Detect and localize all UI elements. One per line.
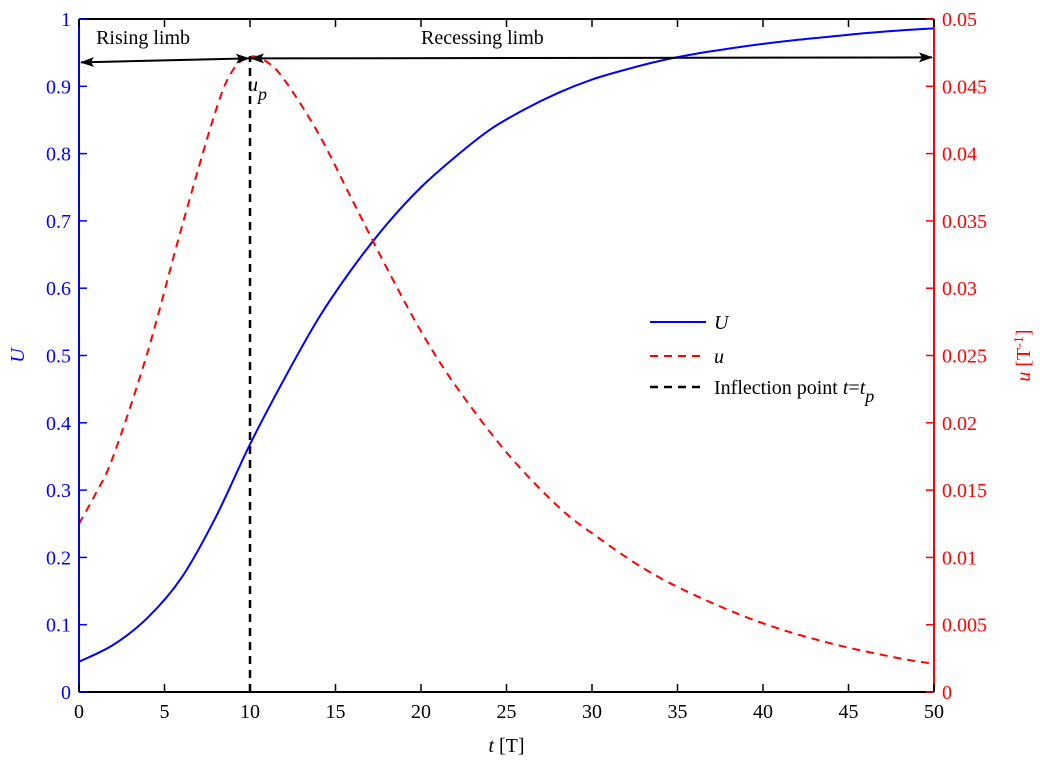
peak-label: up bbox=[248, 74, 267, 104]
legend-inflection-var2: t bbox=[860, 377, 866, 399]
y-left-tick-label: 0.8 bbox=[46, 144, 71, 166]
legend-inflection-sub: p bbox=[863, 386, 874, 406]
y-right-tick-label: 0.03 bbox=[942, 278, 977, 300]
y-right-tick-label: 0.05 bbox=[942, 9, 977, 31]
y-left-tick-label: 0.3 bbox=[46, 480, 71, 502]
axis-labels: t [T] U u [T-1] bbox=[7, 329, 1035, 757]
y-right-tick-label: 0.01 bbox=[942, 547, 977, 569]
legend-inflection-var1: t bbox=[843, 377, 849, 399]
y-right-tick-label: 0.04 bbox=[942, 144, 977, 166]
legend-inflection-text: Inflection point bbox=[714, 377, 843, 399]
y-left-tick-label: 0.6 bbox=[46, 278, 71, 300]
series-layer bbox=[78, 27, 935, 692]
series-line-u bbox=[78, 27, 935, 663]
x-tick-label: 50 bbox=[924, 701, 944, 723]
y-right-tick-label: 0.02 bbox=[942, 413, 977, 435]
peak-label-sub: p bbox=[256, 84, 267, 104]
axes-layer: 0 5 10 15 20 25 30 35 40 45 5000.10.20.30.40.50.60… bbox=[46, 9, 987, 723]
annotation-layer: Rising limb Recessing limb up bbox=[80, 27, 933, 104]
y-left-tick-label: 0.2 bbox=[46, 547, 71, 569]
legend-label-u: u bbox=[714, 346, 724, 368]
x-tick-label: 5 bbox=[160, 701, 170, 723]
y-axis-left-label: U bbox=[7, 347, 29, 363]
x-tick-label: 40 bbox=[753, 701, 773, 723]
x-tick-label: 10 bbox=[240, 701, 260, 723]
y-left-tick-label: 0.1 bbox=[46, 615, 71, 637]
y-right-tick-label: 0.005 bbox=[942, 615, 987, 637]
legend-inflection-eq: = bbox=[848, 377, 859, 399]
y-left-tick-label: 0 bbox=[61, 682, 71, 704]
y-right-tick-label: 0.045 bbox=[942, 76, 987, 98]
peak-label-var: u bbox=[248, 74, 258, 96]
legend-label-U: U bbox=[714, 312, 730, 334]
recessing-limb-label: Recessing limb bbox=[421, 27, 544, 49]
x-axis-label-unit: [T] bbox=[494, 735, 525, 757]
series-line-u bbox=[78, 55, 935, 665]
y-axis-right-label-unit: [T bbox=[1013, 348, 1035, 372]
rising-limb-arrow bbox=[80, 53, 250, 68]
y-right-tick-label: 0.035 bbox=[942, 211, 987, 233]
recessing-limb-arrow bbox=[250, 52, 933, 64]
x-tick-label: 20 bbox=[411, 701, 431, 723]
y-left-tick-label: 0.4 bbox=[46, 413, 71, 435]
x-tick-label: 35 bbox=[668, 701, 688, 723]
x-axis-label: t [T] bbox=[488, 735, 524, 757]
x-tick-label: 30 bbox=[582, 701, 602, 723]
x-tick-label: 45 bbox=[839, 701, 859, 723]
y-left-tick-label: 0.7 bbox=[46, 211, 71, 233]
y-axis-right-label-close: ] bbox=[1013, 329, 1035, 336]
legend-label-inflection: Inflection point t=tp bbox=[714, 377, 874, 406]
y-right-tick-label: 0 bbox=[942, 682, 952, 704]
x-axis-label-var: t bbox=[488, 735, 494, 757]
legend: U u Inflection point t=tp bbox=[650, 312, 874, 406]
y-left-tick-label: 0.5 bbox=[46, 346, 71, 368]
rising-limb-label: Rising limb bbox=[96, 27, 190, 49]
y-left-tick-label: 0.9 bbox=[46, 76, 71, 98]
y-axis-right-label-exp: -1 bbox=[1012, 336, 1027, 348]
y-right-tick-label: 0.015 bbox=[942, 480, 987, 502]
y-axis-right-label: u [T-1] bbox=[1012, 329, 1035, 381]
y-right-tick-label: 0.025 bbox=[942, 346, 987, 368]
x-tick-label: 15 bbox=[326, 701, 346, 723]
x-tick-label: 25 bbox=[497, 701, 517, 723]
y-axis-right-label-var: u bbox=[1013, 372, 1035, 382]
x-tick-label: 0 bbox=[74, 701, 84, 723]
y-left-tick-label: 1 bbox=[61, 9, 71, 31]
